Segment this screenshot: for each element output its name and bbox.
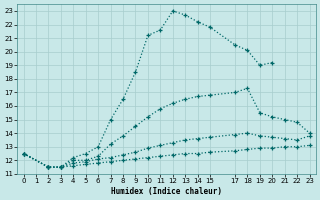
X-axis label: Humidex (Indice chaleur): Humidex (Indice chaleur) (111, 187, 222, 196)
